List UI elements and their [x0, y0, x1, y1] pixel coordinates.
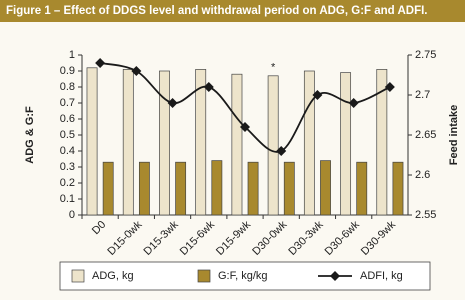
marker	[276, 146, 287, 156]
y-tick-label: 0.4	[60, 145, 75, 157]
marker	[203, 82, 214, 92]
bar	[86, 67, 98, 216]
marker	[240, 122, 250, 132]
bar	[231, 73, 243, 216]
legend-marker	[330, 271, 340, 281]
marker	[312, 90, 323, 100]
legend-box	[59, 261, 431, 291]
bar	[211, 160, 223, 216]
legend-swatch	[71, 269, 85, 283]
bar	[283, 161, 295, 216]
marker	[167, 98, 178, 108]
bar	[138, 161, 150, 216]
legend-label: ADG, kg	[92, 270, 134, 282]
y2-tick-label: 2.65	[415, 129, 436, 141]
y-tick-label: 0.1	[60, 193, 75, 205]
y-tick-label: 0.8	[60, 81, 75, 93]
y2-tick-label: 2.6	[415, 169, 430, 181]
legend-label: ADFI, kg	[360, 270, 403, 282]
annotation: *	[271, 62, 276, 74]
y-tick-label: 1	[69, 49, 75, 61]
y-tick-label: 0.9	[60, 65, 75, 77]
bar	[247, 161, 259, 216]
marker	[95, 58, 106, 68]
bar	[320, 160, 331, 216]
y-tick-label: 0.3	[60, 161, 75, 173]
y2-tick-label: 2.75	[415, 49, 436, 61]
bar	[303, 70, 315, 216]
bar	[267, 75, 279, 216]
y-axis-label: ADG & G:F	[24, 106, 36, 164]
legend-label: G:F, kg/kg	[218, 270, 268, 282]
y2-tick-label: 2.55	[415, 209, 436, 221]
bar	[122, 69, 134, 216]
y-tick-label: 0.7	[60, 97, 75, 109]
bar	[102, 161, 114, 216]
bar	[159, 70, 170, 216]
marker	[384, 82, 395, 92]
legend-swatch	[197, 269, 211, 283]
y2-axis-label: Feed intake	[448, 105, 460, 166]
bar	[392, 161, 404, 216]
marker	[348, 98, 359, 108]
bar	[340, 72, 352, 216]
y2-tick-label: 2.7	[415, 89, 430, 101]
bar	[356, 161, 368, 216]
bar	[195, 69, 207, 216]
header-band	[0, 0, 465, 22]
y-tick-label: 0.6	[60, 113, 75, 125]
bar	[376, 69, 388, 216]
marker	[131, 66, 142, 76]
y-tick-label: 0	[69, 209, 75, 221]
bar	[175, 161, 187, 216]
chart-title: Figure 1 – Effect of DDGS level and with…	[6, 5, 428, 17]
y-tick-label: 0.5	[60, 129, 75, 141]
y-tick-label: 0.2	[60, 177, 75, 189]
